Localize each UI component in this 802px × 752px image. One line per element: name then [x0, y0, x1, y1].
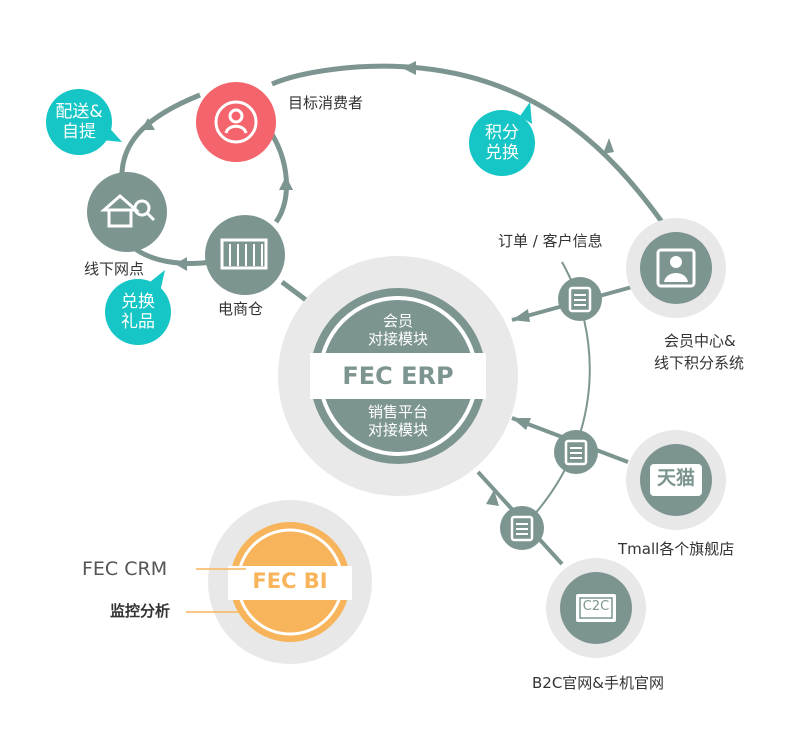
c2c-icon-text: C2C — [582, 599, 610, 614]
monitor-analysis-label: 监控分析 — [110, 602, 171, 620]
loop-arrow-1 — [141, 118, 155, 130]
bi-node — [208, 500, 372, 664]
document-icon — [500, 506, 544, 550]
erp-bottom-module: 销售平台 对接模块 — [367, 403, 428, 439]
points-exchange-bubble — [469, 102, 535, 176]
member-erp-arrow — [512, 309, 530, 322]
points-exchange-text: 积分 兑换 — [485, 123, 519, 163]
loop-arrow-2 — [175, 257, 187, 271]
person-icon — [228, 108, 244, 124]
erp-title: FEC ERP — [342, 362, 454, 390]
b2c-node — [546, 558, 646, 658]
left-loop — [119, 92, 201, 181]
target-consumer-node — [196, 82, 276, 162]
arc-arrow-top — [402, 61, 416, 75]
warehouse-node — [205, 215, 285, 295]
arc-arrow-right — [603, 138, 614, 154]
fec-crm-label: FEC CRM — [82, 558, 168, 580]
warehouse-label: 电商仓 — [218, 300, 264, 318]
loop-arrow-3 — [279, 176, 293, 190]
exchange-gift-text: 兑换 礼品 — [121, 292, 155, 332]
b2c-label: B2C官网&手机官网 — [532, 674, 665, 692]
warehouse-icon — [220, 238, 268, 270]
tmall-icon-text: 天猫 — [656, 467, 695, 489]
target-consumer-label: 目标消费者 — [288, 94, 364, 112]
exchange-gift-bubble — [105, 270, 171, 345]
member-center-label-2: 线下积分系统 — [654, 354, 745, 372]
tmall-label: Tmall各个旗舰店 — [618, 540, 735, 558]
bi-title: FEC BI — [252, 569, 328, 593]
house-search-icon — [100, 194, 156, 228]
document-icon — [558, 277, 602, 321]
delivery-bubble — [46, 89, 122, 155]
offline-store-label: 线下网点 — [84, 260, 145, 278]
member-center-node — [626, 218, 726, 318]
erp-top-module: 会员 对接模块 — [367, 312, 428, 348]
order-info-label: 订单 / 客户信息 — [498, 232, 603, 250]
document-icon — [554, 430, 598, 474]
member-icon — [670, 256, 682, 268]
erp-white-band — [310, 353, 486, 399]
offline-store-node — [87, 172, 167, 252]
tmall-node — [626, 430, 726, 530]
left-loop-right — [265, 126, 289, 224]
member-center-label-1: 会员中心& — [664, 332, 736, 350]
warehouse-erp-link — [280, 280, 308, 302]
b2c-erp-arrow — [486, 490, 499, 506]
delivery-text: 配送& 自提 — [55, 102, 103, 142]
tmall-erp-arrow — [512, 418, 531, 430]
outer-arc — [271, 63, 665, 224]
